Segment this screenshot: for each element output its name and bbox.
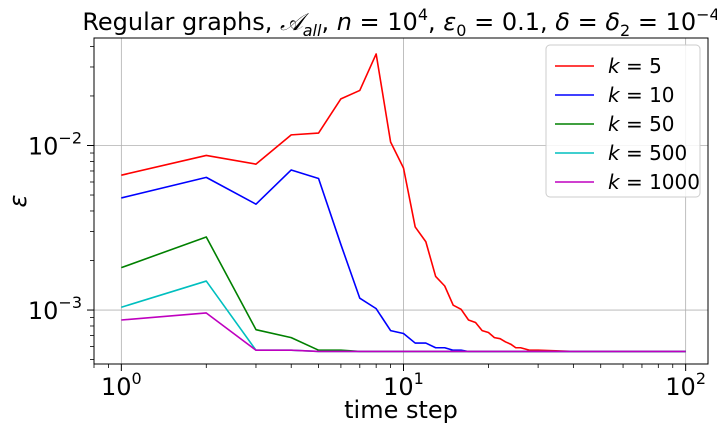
legend-label: k = 1000	[608, 170, 700, 194]
chart-title: Regular graphs, 𝒜all, n = 104, ε0 = 0.1,…	[82, 5, 717, 40]
legend-box	[545, 44, 701, 198]
series-line-5	[121, 312, 686, 353]
y-axis-label: ε	[4, 194, 32, 207]
legend-label: k = 5	[608, 54, 662, 78]
x-tick-label: 100	[101, 369, 142, 401]
legend-label: k = 500	[608, 141, 687, 165]
legend: k = 5 k = 10 k = 50 k = 500 k = 1000	[545, 44, 701, 198]
x-axis-label: time step	[344, 396, 458, 424]
plot-frame	[93, 37, 709, 365]
legend-label: k = 10	[608, 83, 675, 107]
minor-tick-layer	[90, 46, 674, 368]
y-tick-label: 10−3	[28, 293, 82, 325]
series-layer	[121, 53, 686, 353]
x-tick-label: 101	[383, 369, 424, 401]
tick-layer: 100 101 102 10−3 10−2	[28, 128, 706, 401]
y-tick-label: 10−2	[28, 128, 82, 160]
legend-label: k = 50	[608, 112, 675, 136]
x-tick-label: 102	[665, 369, 706, 401]
